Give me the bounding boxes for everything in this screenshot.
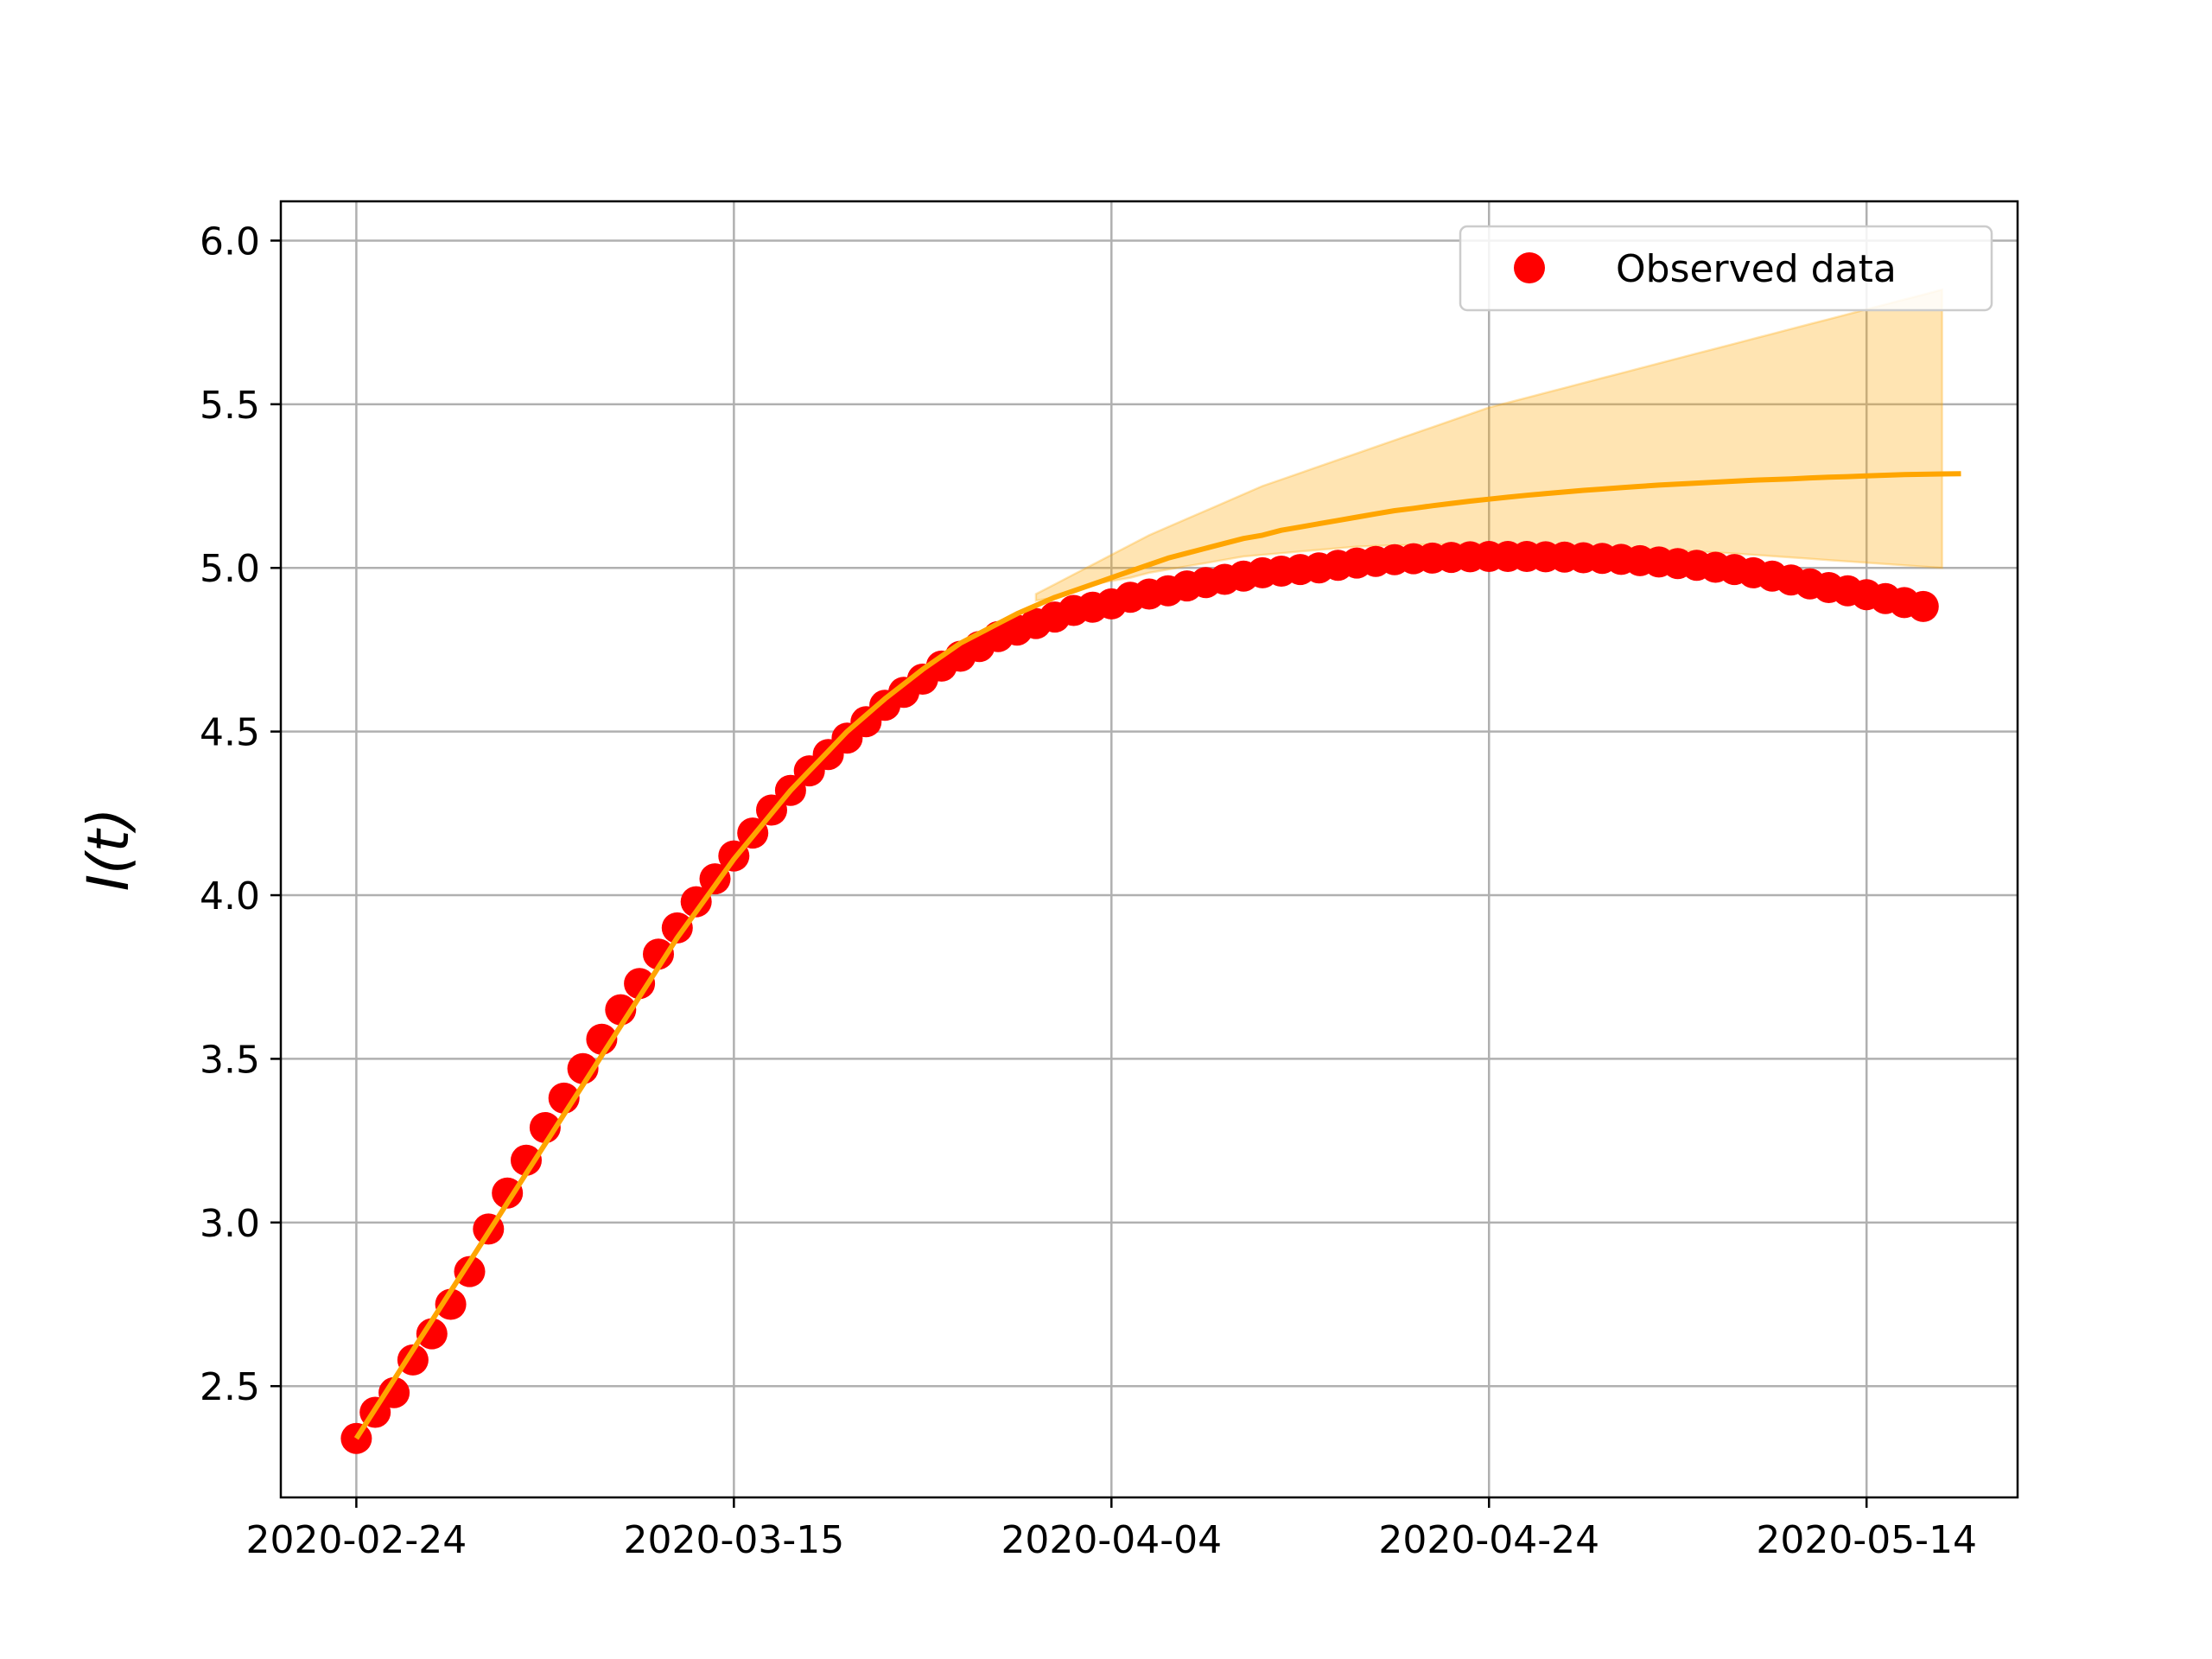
observed-data-point (1907, 590, 1939, 622)
observed-data-point (492, 1177, 524, 1209)
observed-data-point (378, 1376, 410, 1408)
observed-data-points (340, 541, 1939, 1454)
y-axis-label: I(t) (75, 808, 142, 892)
y-tick-label: 6.0 (200, 219, 260, 264)
confidence-band-area (1034, 288, 1943, 602)
observed-data-point (435, 1288, 467, 1320)
legend: Observed data (1459, 225, 1993, 312)
y-tick-label: 2.5 (200, 1365, 260, 1409)
observed-data-point (680, 886, 712, 918)
legend-marker-observed-data (1514, 252, 1545, 283)
fitted-line-path (353, 471, 1961, 1440)
y-tick-label: 5.0 (200, 547, 260, 591)
observed-data-point (661, 912, 693, 944)
observed-data-point (454, 1255, 486, 1287)
observed-data-point (511, 1144, 542, 1176)
observed-data-point (624, 968, 656, 1000)
y-tick-label: 4.0 (200, 874, 260, 918)
y-tick-label: 4.5 (200, 711, 260, 755)
confidence-band (1034, 288, 1943, 602)
observed-data-point (643, 938, 674, 970)
fitted-line (353, 471, 1961, 1440)
x-tick-label: 2020-04-24 (1378, 1518, 1599, 1562)
observed-data-point (397, 1344, 429, 1376)
x-tick-label: 2020-05-14 (1756, 1518, 1977, 1562)
y-tick-label: 3.0 (200, 1202, 260, 1246)
y-tick-label: 3.5 (200, 1038, 260, 1082)
plot-frame (279, 200, 2019, 1499)
legend-box (1459, 225, 1993, 312)
legend-label-observed-data: Observed data (1616, 247, 1897, 291)
y-axis-ticks: 2.5 3.0 3.5 4.0 4.5 5.0 5.5 6.0 (200, 219, 281, 1409)
y-tick-label: 5.5 (200, 384, 260, 428)
x-axis-ticks: 2020-02-24 2020-03-15 2020-04-04 2020-04-24… (246, 1497, 1977, 1562)
x-tick-label: 2020-04-04 (1001, 1518, 1222, 1562)
x-tick-label: 2020-03-15 (623, 1518, 844, 1562)
x-tick-label: 2020-02-24 (246, 1518, 467, 1562)
observed-data-point (416, 1318, 448, 1350)
